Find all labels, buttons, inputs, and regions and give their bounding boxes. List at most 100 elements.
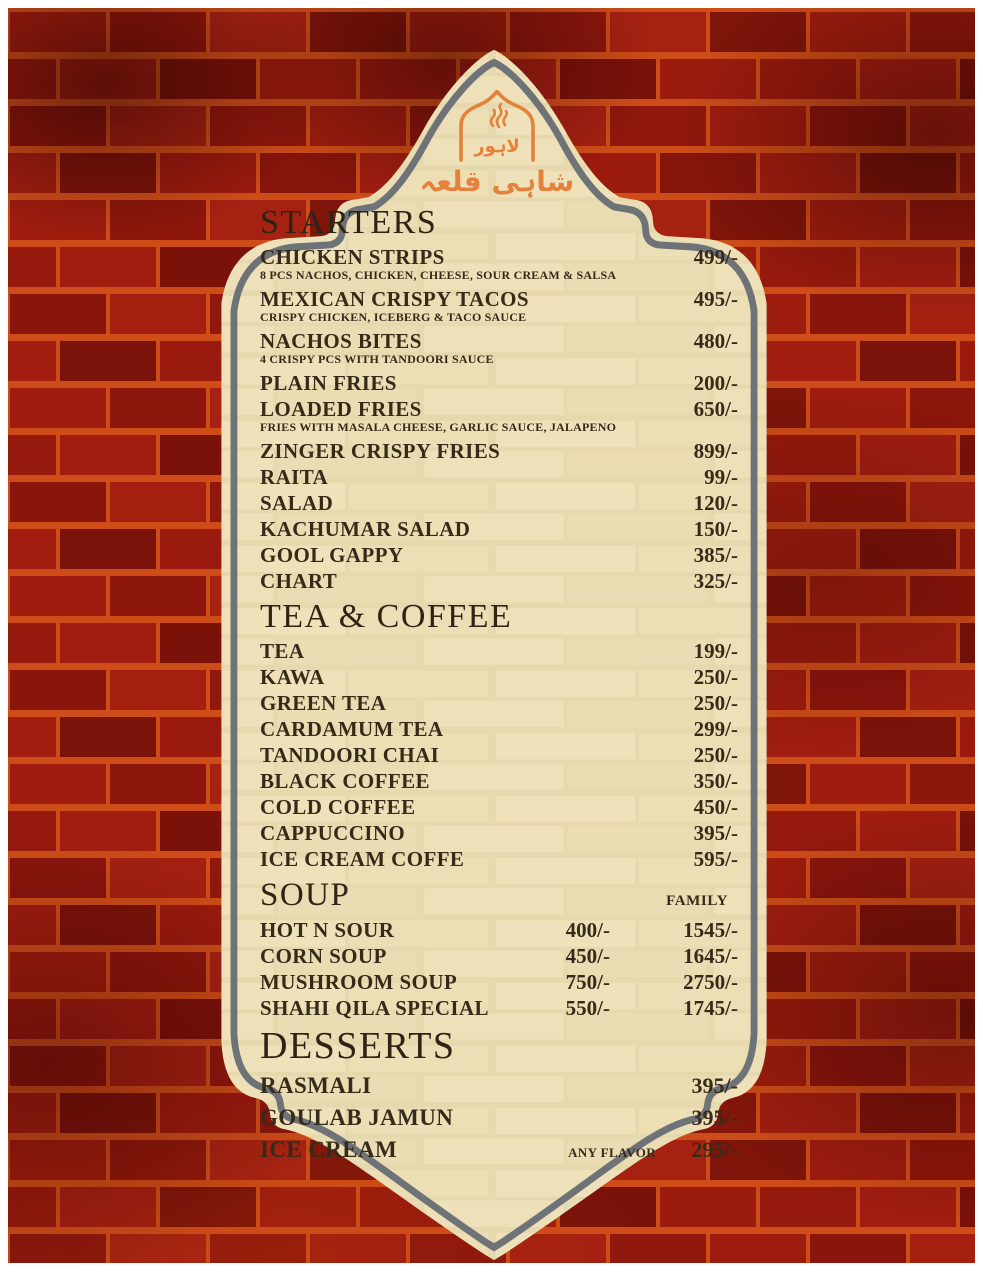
menu-item-price: 480/- xyxy=(693,329,738,353)
menu-item-row: RASMALI 395/- xyxy=(260,1070,738,1101)
menu-item-name: MUSHROOM SOUP xyxy=(260,970,458,994)
menu-item-row: RAITA 99/- xyxy=(260,465,738,490)
menu-item-price-family: 1645/- xyxy=(683,944,738,968)
menu-item-right: 395/- xyxy=(660,1102,738,1133)
menu-item-right: 395/- xyxy=(660,1070,738,1101)
menu-item-price: 120/- xyxy=(693,491,738,515)
menu-item-right: 250/- xyxy=(660,665,738,690)
menu-item-description: FRIES WITH MASALA CHEESE, GARLIC SAUCE, … xyxy=(260,420,617,434)
menu-item-right: 250/- xyxy=(660,691,738,716)
menu-item-right: ANY FLAVOR 295/- xyxy=(568,1134,738,1168)
menu-item-row: ICE CREAM ANY FLAVOR 295/- xyxy=(260,1134,738,1168)
menu-item-row: TEA 199/- xyxy=(260,639,738,664)
menu-item-name: GREEN TEA xyxy=(260,691,387,715)
menu-item-name: LOADED FRIES xyxy=(260,397,422,421)
menu-item-price: 299/- xyxy=(693,717,738,741)
menu-item-price-single: 750/- xyxy=(565,970,610,994)
logo-line2: شاہی قلعہ xyxy=(420,165,575,198)
menu-item-row: CORN SOUP 450/- 1645/- xyxy=(260,943,738,969)
mosque-arch-icon xyxy=(459,90,535,162)
menu-item-name: COLD COFFEE xyxy=(260,795,416,819)
menu-item-price: 395/- xyxy=(691,1105,738,1130)
menu-card: لاہور شاہی قلعہ STARTERS CHICKEN STRIPS 49… xyxy=(204,44,784,1264)
menu-item-price: 99/- xyxy=(704,465,738,489)
menu-item-name: KAWA xyxy=(260,665,325,689)
menu-item-name: CHART xyxy=(260,569,338,593)
menu-item-right: 385/- xyxy=(660,543,738,568)
menu-item-name: ICE CREAM COFFE xyxy=(260,847,465,871)
menu-item-price: 650/- xyxy=(693,397,738,421)
menu-item-name: TEA xyxy=(260,639,305,663)
menu-item-description: 4 CRISPY PCS WITH TANDOORI SAUCE xyxy=(260,352,494,366)
menu-item-row: TANDOORI CHAI 250/- xyxy=(260,743,738,768)
menu-item-name: SHAHI QILA SPECIAL xyxy=(260,996,489,1020)
menu-item-price: 150/- xyxy=(693,517,738,541)
menu-item-name: CHICKEN STRIPS xyxy=(260,245,445,269)
menu-item-row: MUSHROOM SOUP 750/- 2750/- xyxy=(260,969,738,995)
menu-item-name: GOULAB JAMUN xyxy=(260,1105,454,1130)
menu-item-name: KACHUMAR SALAD xyxy=(260,517,471,541)
menu-item-row: CARDAMUM TEA 299/- xyxy=(260,717,738,742)
menu-item-price: 385/- xyxy=(693,543,738,567)
menu-item-right: 495/- xyxy=(660,287,738,312)
menu-item-name: CARDAMUM TEA xyxy=(260,717,444,741)
menu-item-right: 350/- xyxy=(660,769,738,794)
menu-item-description: 8 PCS NACHOS, CHICKEN, CHEESE, SOUR CREA… xyxy=(260,268,617,282)
menu-item-row: ZINGER CRISPY FRIES 899/- xyxy=(260,439,738,464)
menu-item-price: 595/- xyxy=(693,847,738,871)
menu-item-row: NACHOS BITES 480/- xyxy=(260,329,738,354)
menu-item-price: 495/- xyxy=(693,287,738,311)
menu-item-price: 395/- xyxy=(691,1073,738,1098)
menu-item-price-family: 1745/- xyxy=(683,996,738,1020)
menu-item-right: 99/- xyxy=(660,465,738,490)
menu-item-price-single: 550/- xyxy=(565,996,610,1020)
menu-item-name: CAPPUCCINO xyxy=(260,821,406,845)
menu-item-right: 395/- xyxy=(660,821,738,846)
menu-item-price: 250/- xyxy=(693,691,738,715)
menu-item-name: RASMALI xyxy=(260,1073,372,1098)
menu-item-right: 199/- xyxy=(660,639,738,664)
menu-item-row: KACHUMAR SALAD 150/- xyxy=(260,517,738,542)
menu-item-right: 250/- xyxy=(660,743,738,768)
menu-item-price: 295/- xyxy=(691,1137,738,1162)
menu-item-row: BLACK COFFEE 350/- xyxy=(260,769,738,794)
menu-item-name: ZINGER CRISPY FRIES xyxy=(260,439,501,463)
section-title: SOUP xyxy=(260,877,351,913)
section-header: TEA & COFFEE xyxy=(260,598,738,636)
menu-section-desserts: DESSERTS RASMALI 395/- GOULAB JAMUN 395/- ICE… xyxy=(260,1025,738,1168)
menu-item-row: KAWA 250/- xyxy=(260,665,738,690)
menu-item-name: HOT N SOUR xyxy=(260,918,395,942)
menu-item-note: ANY FLAVOR xyxy=(568,1145,656,1160)
menu-section-tea-coffee: TEA & COFFEE TEA 199/- KAWA 250/- GREEN TEA 25… xyxy=(260,598,738,872)
menu-item-name: MEXICAN CRISPY TACOS xyxy=(260,287,529,311)
menu-item-price: 325/- xyxy=(693,569,738,593)
menu-item-right: 150/- xyxy=(660,517,738,542)
menu-section-soup: SOUP FAMILY HOT N SOUR 400/- 1545/- CORN SOUP… xyxy=(260,876,738,1021)
menu-item-row: GREEN TEA 250/- xyxy=(260,691,738,716)
menu-item-right: 595/- xyxy=(660,847,738,872)
menu-item-price: 199/- xyxy=(693,639,738,663)
menu-item-row: MEXICAN CRISPY TACOS 495/- xyxy=(260,287,738,312)
menu-item-name: TANDOORI CHAI xyxy=(260,743,440,767)
menu-item-row: CHICKEN STRIPS 499/- xyxy=(260,245,738,270)
menu-item-name: PLAIN FRIES xyxy=(260,371,397,395)
section-title: DESSERTS xyxy=(260,1025,456,1067)
menu-item-name: ICE CREAM xyxy=(260,1137,398,1162)
menu-item-right: 499/- xyxy=(660,245,738,270)
logo-line1: لاہور xyxy=(473,136,520,157)
menu-item-row: SHAHI QILA SPECIAL 550/- 1745/- xyxy=(260,995,738,1021)
menu-item-right: 299/- xyxy=(660,717,738,742)
menu-item-name: BLACK COFFEE xyxy=(260,769,430,793)
restaurant-logo: لاہور شاہی قلعہ xyxy=(420,90,575,198)
menu-item-right: 120/- xyxy=(660,491,738,516)
menu-item-row: ICE CREAM COFFE 595/- xyxy=(260,847,738,872)
menu-item-name: SALAD xyxy=(260,491,334,515)
menu-item-row: HOT N SOUR 400/- 1545/- xyxy=(260,917,738,943)
menu-item-row: GOOL GAPPY 385/- xyxy=(260,543,738,568)
menu-item-name: NACHOS BITES xyxy=(260,329,422,353)
menu-item-name: GOOL GAPPY xyxy=(260,543,404,567)
menu-item-price-single: 450/- xyxy=(565,944,610,968)
section-header: STARTERS xyxy=(260,204,738,242)
menu-item-right: 480/- xyxy=(660,329,738,354)
